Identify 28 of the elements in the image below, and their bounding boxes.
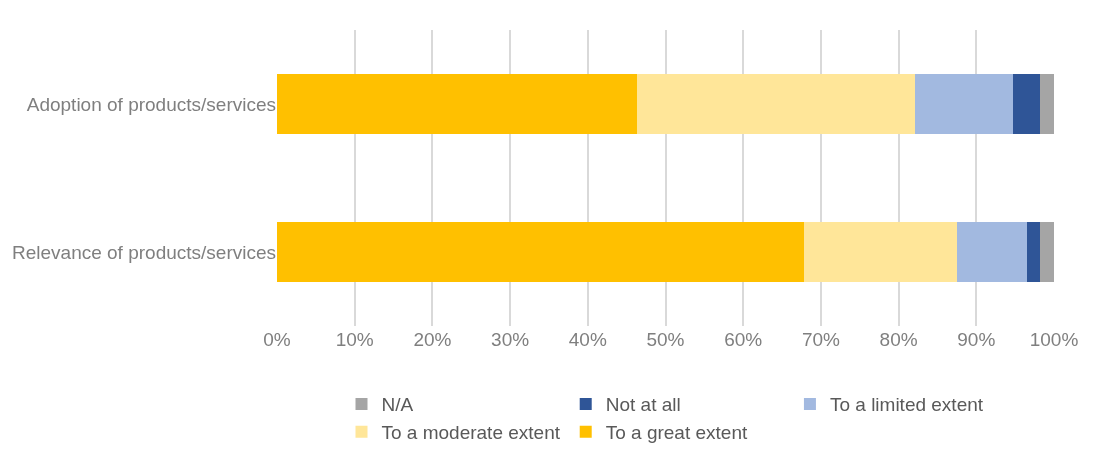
x-tick-label: 40% [568, 329, 607, 350]
bar [914, 74, 1013, 134]
x-tick-label: 100% [1029, 329, 1079, 350]
x-tick-label: 50% [646, 329, 685, 350]
x-tick-label: 70% [801, 329, 841, 350]
bar [1012, 74, 1041, 134]
y-tick-label: Adoption of products/services [26, 93, 276, 115]
x-tick-label: 20% [413, 329, 452, 350]
x-tick-label: 60% [724, 329, 763, 350]
bar [636, 74, 915, 134]
bar [803, 222, 957, 282]
bar [277, 222, 804, 282]
x-tick-label: 10% [335, 329, 374, 350]
x-tick-label: 0% [263, 329, 291, 350]
legend-label: To a moderate extent [381, 422, 561, 444]
bar [1040, 74, 1054, 134]
x-tick-label: 30% [491, 329, 530, 350]
bar [277, 74, 637, 134]
x-tick-label: 90% [957, 329, 996, 350]
y-tick-label: Relevance of products/services [11, 241, 276, 263]
bar [1026, 222, 1041, 282]
bar [1040, 222, 1054, 282]
legend-label: To a limited extent [829, 394, 984, 416]
x-tick-label: 80% [879, 329, 918, 350]
legend-label: N/A [381, 394, 414, 416]
bar [956, 222, 1027, 282]
legend-label: To a great extent [605, 422, 748, 444]
legend-label: Not at all [605, 394, 681, 416]
